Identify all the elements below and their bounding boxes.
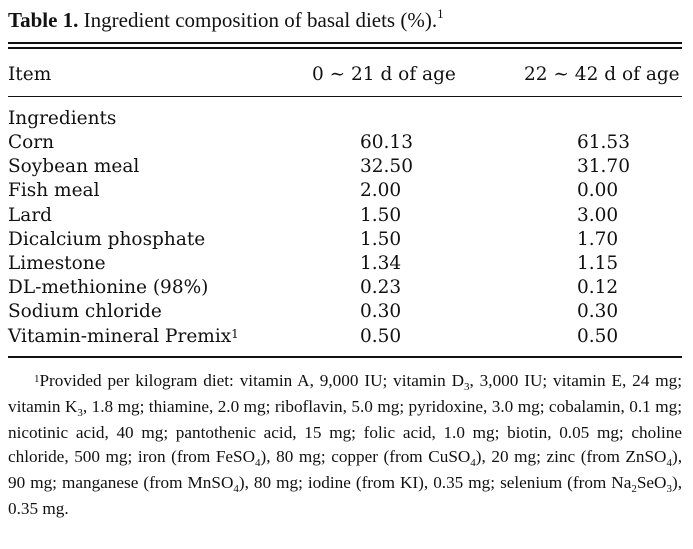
- top-rule-outer: [8, 42, 682, 44]
- footnote-subscript: 3: [463, 381, 470, 393]
- table-row: Vitamin-mineral Premix1 0.50 0.50: [8, 326, 682, 350]
- footnote-text: ), 0.35 mg.: [8, 473, 682, 518]
- footnote-text: Provided per kilogram diet: vitamin A, 9…: [39, 371, 464, 390]
- footnote-text: ), 20 mg; zinc (from ZnSO: [475, 447, 667, 466]
- caption-footnote-marker: 1: [437, 6, 444, 21]
- ingredient-name: DL-methionine (98%): [8, 277, 348, 301]
- value-0-21: 0.30: [360, 301, 402, 323]
- ingredient-label: Sodium chloride: [8, 301, 162, 323]
- value-0-21: 0.50: [360, 325, 402, 347]
- ingredient-name: Vitamin-mineral Premix1: [8, 326, 348, 350]
- value-22-42: 0.00: [577, 180, 619, 202]
- section-ingredients: Ingredients: [8, 108, 117, 129]
- ingredient-name: Lard: [8, 205, 348, 229]
- header-col-0-21: 0 ∼ 21 d of age: [312, 64, 456, 85]
- table-row: DL-methionine (98%) 0.23 0.12: [8, 277, 682, 301]
- footnote-subscript: 2: [631, 483, 637, 495]
- ingredient-name: Dicalcium phosphate: [8, 229, 348, 253]
- value-0-21: 60.13: [360, 132, 413, 153]
- ingredient-label: Limestone: [8, 252, 106, 274]
- footnote-text: ), 80 mg; iodine (from KI), 0.35 mg; sel…: [238, 473, 632, 492]
- header-item: Item: [8, 64, 52, 85]
- header-rule: [8, 96, 682, 98]
- value-22-42: 61.53: [577, 132, 630, 153]
- top-rule-inner: [8, 47, 682, 49]
- ingredient-label: Lard: [8, 204, 53, 226]
- ingredient-name: Corn: [8, 132, 348, 156]
- ingredient-label: Corn: [8, 132, 55, 153]
- value-0-21: 1.50: [360, 204, 402, 226]
- ingredient-label: Vitamin-mineral Premix: [8, 325, 232, 347]
- value-22-42: 0.12: [577, 277, 619, 299]
- bottom-rule: [8, 356, 682, 358]
- value-22-42: 3.00: [577, 204, 619, 226]
- table-row: Dicalcium phosphate 1.50 1.70: [8, 229, 682, 253]
- table-row: Limestone 1.34 1.15: [8, 253, 682, 277]
- footnote-text: SeO: [636, 473, 667, 492]
- value-22-42: 1.70: [577, 228, 619, 250]
- ingredient-name: Fish meal: [8, 180, 348, 204]
- footnote-text: ), 90 mg; manganese (from MnSO: [8, 447, 682, 492]
- table-row: Fish meal 2.00 0.00: [8, 180, 682, 204]
- footnote-subscript: 3: [77, 407, 83, 419]
- value-0-21: 32.50: [360, 156, 413, 178]
- footnote-subscript: 4: [255, 457, 261, 469]
- table-row: Soybean meal 32.50 31.70: [8, 156, 682, 180]
- ingredient-name: Soybean meal: [8, 156, 348, 180]
- ingredient-label: Dicalcium phosphate: [8, 228, 206, 250]
- value-22-42: 31.70: [577, 156, 630, 178]
- table-row: Corn 60.13 61.53: [8, 132, 682, 156]
- value-0-21: 2.00: [360, 180, 402, 202]
- ingredient-name: Sodium chloride: [8, 301, 348, 325]
- footnote-subscript: 3: [666, 483, 672, 495]
- ingredient-label: DL-methionine (98%): [8, 277, 209, 299]
- footnote-subscript: 4: [666, 457, 672, 469]
- footnote-subscript: 4: [233, 483, 239, 495]
- table-row: Lard 1.50 3.00: [8, 205, 682, 229]
- table-row: Sodium chloride 0.30 0.30: [8, 301, 682, 325]
- footnote-subscript: 4: [470, 457, 476, 469]
- value-22-42: 1.15: [577, 252, 619, 274]
- caption-text: Ingredient composition of basal diets (%…: [78, 8, 438, 32]
- value-22-42: 0.50: [577, 325, 619, 347]
- ingredient-name: Limestone: [8, 253, 348, 277]
- table-footnote: 1Provided per kilogram diet: vitamin A, …: [8, 369, 682, 521]
- table-label: Table 1.: [8, 8, 79, 32]
- value-0-21: 1.50: [360, 228, 402, 250]
- row-footnote-marker: 1: [231, 326, 239, 341]
- footnote-text: , 3,000 IU; vitamin E, 24 mg; vitamin K: [8, 371, 682, 416]
- footnote-text: , 1.8 mg; thiamine, 2.0 mg; riboflavin, …: [8, 397, 682, 466]
- footnote-text: ), 80 mg; copper (from CuSO: [260, 447, 471, 466]
- table-caption: Table 1. Ingredient composition of basal…: [8, 6, 444, 33]
- value-22-42: 0.30: [577, 301, 619, 323]
- ingredient-label: Fish meal: [8, 180, 100, 202]
- table-body: Corn 60.13 61.53 Soybean meal 32.50 31.70 Fish…: [8, 132, 682, 350]
- footnote-marker: 1: [34, 373, 40, 385]
- value-0-21: 1.34: [360, 252, 402, 274]
- value-0-21: 0.23: [360, 277, 402, 299]
- header-col-22-42: 22 ∼ 42 d of age: [524, 64, 680, 85]
- ingredient-label: Soybean meal: [8, 156, 140, 178]
